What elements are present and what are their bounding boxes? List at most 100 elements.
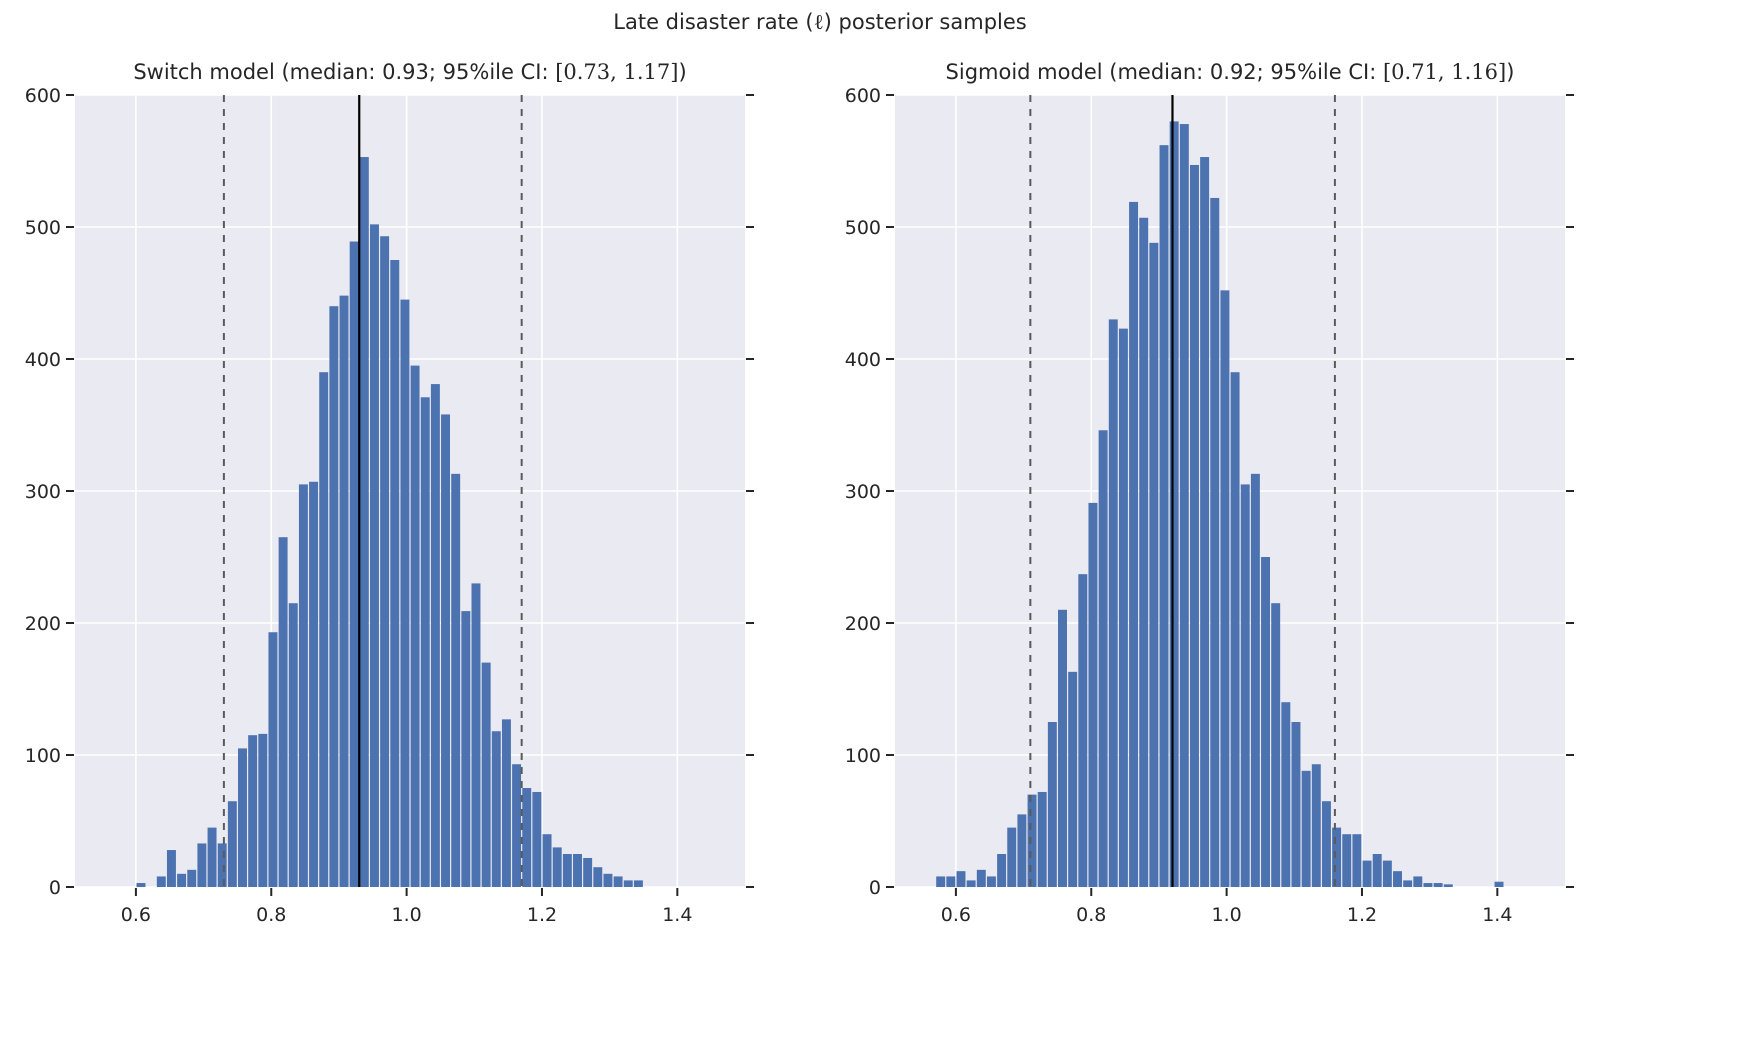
histogram-bar — [491, 731, 501, 887]
histogram-bar — [1108, 319, 1118, 887]
histogram-bar — [227, 801, 237, 887]
histogram-bar — [1301, 770, 1311, 887]
histogram-bar — [410, 365, 420, 888]
histogram-bar — [946, 876, 956, 887]
y-tick-label: 100 — [25, 745, 61, 767]
histogram-bar — [481, 662, 491, 887]
y-tick-label: 600 — [25, 85, 61, 107]
histogram-bar — [400, 299, 410, 888]
y-tick-label: 500 — [845, 217, 881, 239]
histogram-bar — [441, 414, 451, 887]
subplot-title-switch-close: ) — [678, 60, 687, 84]
histogram-bar — [349, 241, 359, 887]
histogram-bar — [1291, 722, 1301, 887]
histogram-bar — [1118, 328, 1128, 887]
histogram-bar — [420, 397, 430, 887]
histogram-bar — [633, 880, 643, 887]
y-tick-label: 600 — [845, 85, 881, 107]
histogram-bar — [298, 484, 308, 887]
histogram-bar — [966, 880, 976, 887]
histogram-bar — [217, 843, 227, 887]
y-tick-label: 100 — [845, 745, 881, 767]
histogram-bar — [1332, 827, 1342, 887]
histogram-bar — [1159, 145, 1169, 887]
subplot-title-switch: Switch model (median: 0.93; 95%ile CI: [… — [75, 60, 745, 84]
histogram-bar — [512, 764, 522, 887]
histogram-bar — [451, 473, 461, 887]
histogram-bar — [1403, 880, 1413, 887]
x-tick-label: 1.0 — [392, 904, 422, 926]
histogram-bar — [1311, 764, 1321, 887]
histogram-bar — [1129, 201, 1139, 888]
histogram-bar — [1393, 871, 1402, 887]
histogram-bar — [1179, 124, 1189, 888]
histogram-bar — [1271, 603, 1281, 887]
histogram-bar — [471, 583, 481, 887]
histogram-bar — [177, 873, 187, 887]
histogram-bar — [573, 854, 582, 887]
histogram-bar — [1037, 791, 1047, 887]
histogram-bar — [1149, 242, 1159, 888]
histogram-bar — [623, 880, 633, 887]
y-tick-label: 400 — [845, 349, 881, 371]
subplot-title-switch-ci: [0.73, 1.17] — [555, 60, 679, 84]
histogram-bar — [1210, 197, 1220, 888]
histogram-bar — [1047, 722, 1057, 887]
x-tick-label: 1.4 — [1482, 904, 1512, 926]
histogram-plot-sigmoid: 0 100 200 300 400 500 600 0.6 0.8 1.0 1.2 1.4 — [845, 85, 1574, 926]
histogram-bar — [1413, 876, 1423, 887]
histogram-bar — [1058, 609, 1067, 887]
histogram-bar — [369, 224, 379, 888]
histogram-bar — [542, 834, 552, 887]
histogram-bar — [583, 857, 593, 887]
histogram-bar — [552, 847, 562, 887]
subplot-title-sigmoid: Sigmoid model (median: 0.92; 95%ile CI: … — [895, 60, 1565, 84]
histogram-bar — [359, 157, 369, 887]
histogram-bar — [156, 876, 166, 887]
histogram-bar — [1382, 860, 1392, 887]
histogram-bar — [1007, 827, 1017, 887]
figure-title-math: ℓ — [813, 10, 824, 34]
histogram-bars — [136, 157, 643, 888]
y-tick-label: 500 — [25, 217, 61, 239]
subplot-title-sigmoid-text: Sigmoid model (median: 0.92; 95%ile CI: — [945, 60, 1383, 84]
histogram-bar — [166, 850, 176, 887]
histogram-bar — [986, 876, 996, 887]
histogram-bar — [501, 719, 511, 887]
histogram-bar — [976, 869, 986, 887]
histogram-bar — [136, 883, 146, 887]
histogram-bar — [1139, 217, 1149, 887]
y-tick-label: 0 — [869, 877, 881, 899]
histogram-bar — [1362, 860, 1372, 887]
y-tick-label: 400 — [25, 349, 61, 371]
x-tick-label: 1.2 — [1347, 904, 1377, 926]
histogram-bar — [562, 854, 572, 887]
histogram-bar — [207, 827, 217, 887]
histogram-bar — [1281, 702, 1291, 887]
x-tick-label: 0.6 — [121, 904, 151, 926]
histogram-bar — [1078, 574, 1088, 887]
histogram-bar — [1027, 794, 1037, 887]
histogram-bar — [1088, 502, 1098, 887]
x-tick-label: 0.6 — [941, 904, 971, 926]
histogram-bars — [936, 121, 1504, 888]
x-tick-label: 0.8 — [1076, 904, 1106, 926]
histogram-bar — [593, 867, 603, 887]
histogram-bar — [1443, 884, 1453, 887]
histogram-bar — [248, 735, 258, 887]
x-tick-label: 1.2 — [527, 904, 557, 926]
histogram-bar — [329, 306, 339, 887]
histogram-bar — [936, 876, 946, 887]
subplot-title-switch-text: Switch model (median: 0.93; 95%ile CI: — [133, 60, 556, 84]
figure-title-text-end: ) posterior samples — [823, 10, 1027, 34]
histogram-bar — [238, 748, 247, 887]
histogram-bar — [268, 632, 278, 887]
histogram-bar — [258, 733, 268, 887]
histogram-plot-switch: 0 100 200 300 400 500 600 0.6 0.8 1.0 1.2 1.4 — [25, 85, 754, 926]
histogram-bar — [1250, 473, 1260, 887]
histogram-bar — [1240, 484, 1250, 887]
histogram-bar — [1200, 157, 1210, 887]
histogram-bar — [339, 295, 349, 887]
histogram-bar — [380, 236, 390, 888]
